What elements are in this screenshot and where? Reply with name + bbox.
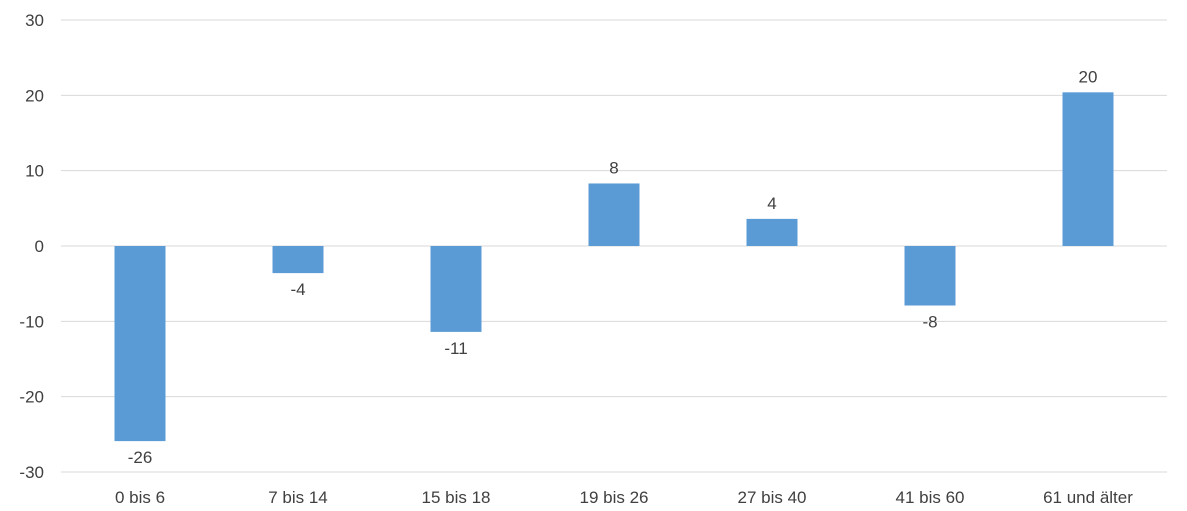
x-tick-label: 15 bis 18	[422, 488, 491, 507]
y-tick-label: 0	[35, 237, 44, 256]
y-tick-label: -20	[19, 388, 44, 407]
gridlines	[61, 19, 1167, 473]
x-tick-label: 7 bis 14	[268, 488, 328, 507]
data-label: 8	[609, 158, 618, 177]
y-tick-label: -10	[19, 312, 44, 331]
bar	[1062, 92, 1114, 246]
x-axis-ticks: 0 bis 6 7 bis 14 15 bis 18 19 bis 26 27 bis …	[115, 488, 1133, 507]
data-label: -11	[444, 339, 467, 358]
bar	[114, 246, 166, 442]
x-tick-label: 27 bis 40	[738, 488, 807, 507]
y-tick-label: 10	[25, 162, 44, 181]
bar	[430, 246, 482, 332]
bar	[588, 183, 640, 246]
x-tick-label: 0 bis 6	[115, 488, 165, 507]
data-label: -8	[922, 313, 937, 332]
x-tick-label: 61 und älter	[1043, 488, 1133, 507]
bar	[904, 246, 956, 306]
y-tick-label: -30	[19, 463, 44, 482]
x-tick-label: 41 bis 60	[896, 488, 965, 507]
bar	[272, 246, 324, 274]
data-labels: -26 -4 -11 8 4 -8 20	[128, 67, 1098, 467]
data-label: -26	[128, 448, 153, 467]
y-tick-label: 20	[25, 86, 44, 105]
bars	[114, 92, 1114, 442]
data-label: -4	[290, 280, 305, 299]
data-label: 4	[767, 194, 776, 213]
y-tick-label: 30	[25, 11, 44, 30]
y-axis-ticks: 30 20 10 0 -10 -20 -30	[19, 11, 44, 482]
x-tick-label: 19 bis 26	[580, 488, 649, 507]
bar	[746, 218, 798, 246]
data-label: 20	[1079, 67, 1098, 86]
